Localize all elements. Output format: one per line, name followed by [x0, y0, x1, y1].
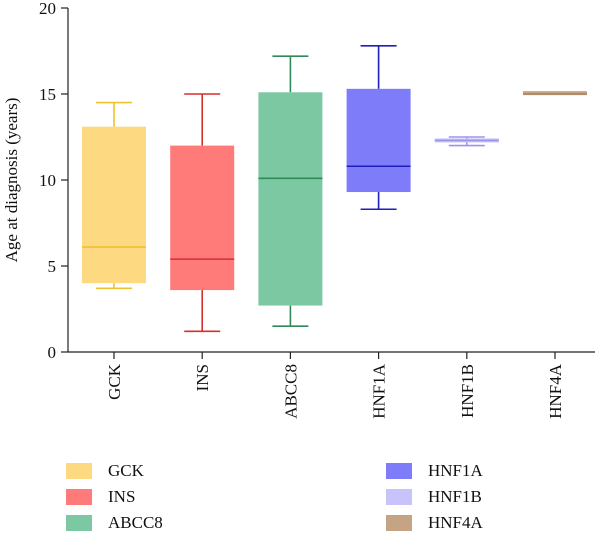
- iqr-box: [523, 91, 587, 96]
- legend-label: HNF4A: [428, 513, 483, 532]
- box-hnf1a: [346, 45, 411, 211]
- legend-label: HNF1B: [428, 487, 482, 506]
- iqr-box: [346, 88, 411, 193]
- legend-item-ins: INS: [66, 486, 135, 508]
- x-tick-label: ABCC8: [281, 364, 300, 419]
- iqr-box: [82, 126, 146, 284]
- box-plot-chart: 0 5 10 15 20 GCK INS ABCC8 HNF1A HNF1B HNF4A Age …: [2, 0, 595, 419]
- legend-item-hnf1a: HNF1A: [386, 460, 483, 482]
- y-axis: 0 5 10 15 20: [39, 0, 69, 362]
- box-hnf1b: [434, 136, 499, 147]
- legend-swatch: [386, 489, 412, 505]
- x-axis: GCK INS ABCC8 HNF1A HNF1B HNF4A: [68, 351, 595, 419]
- x-tick-label: HNF1A: [370, 363, 389, 419]
- box-abcc8: [258, 55, 323, 328]
- y-axis-title: Age at diagnosis (years): [2, 98, 21, 263]
- y-tick-label: 10: [39, 171, 56, 190]
- legend: GCK INS ABCC8 HNF1A HNF1B HNF4A: [66, 460, 586, 535]
- legend-swatch: [66, 463, 92, 479]
- y-tick-label: 15: [39, 85, 56, 104]
- legend-swatch: [386, 463, 412, 479]
- legend-item-gck: GCK: [66, 460, 144, 482]
- legend-item-hnf1b: HNF1B: [386, 486, 482, 508]
- legend-item-hnf4a: HNF4A: [386, 512, 483, 534]
- legend-label: HNF1A: [428, 461, 483, 480]
- legend-label: INS: [108, 487, 136, 506]
- box-hnf4a: [523, 91, 587, 96]
- x-tick-label: GCK: [105, 363, 124, 400]
- legend-swatch: [66, 515, 92, 531]
- y-tick-label: 20: [39, 0, 56, 18]
- x-tick-label: HNF1B: [458, 364, 477, 418]
- legend-label: GCK: [108, 461, 144, 480]
- y-tick-label: 0: [48, 343, 57, 362]
- x-tick-label: INS: [193, 364, 212, 391]
- legend-swatch: [386, 515, 412, 531]
- x-tick-label: HNF4A: [546, 363, 565, 419]
- legend-item-abcc8: ABCC8: [66, 512, 163, 534]
- box-gck: [82, 101, 146, 290]
- iqr-box: [258, 92, 323, 306]
- legend-swatch: [66, 489, 92, 505]
- legend-label: ABCC8: [108, 513, 163, 532]
- box-ins: [170, 93, 235, 333]
- iqr-box: [170, 145, 235, 291]
- boxes-group: [82, 45, 587, 333]
- y-tick-label: 5: [48, 257, 57, 276]
